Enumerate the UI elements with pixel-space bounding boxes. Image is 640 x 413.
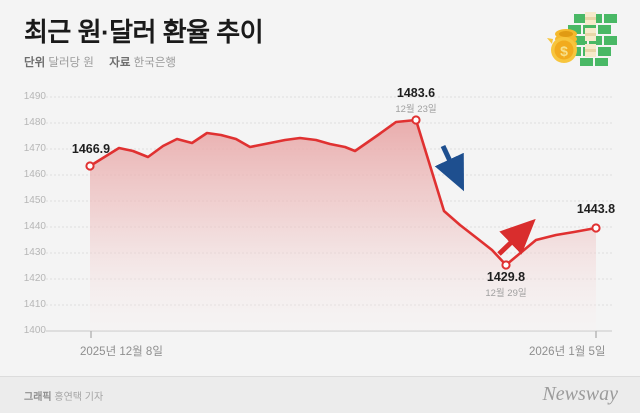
x-label-end: 2026년 1월 5일 [529,346,606,358]
marker-low-point [501,260,511,270]
marker-start-point [85,161,95,171]
label-peak-value: 1483.6 [396,86,436,100]
credit-key-label: 그래픽 [24,392,52,403]
y-tick-1490: 1490 [23,91,46,102]
y-tick-1400: 1400 [23,325,46,336]
source-value-label: 한국은행 [133,57,176,69]
label-end-value: 1443.8 [576,202,616,216]
exchange-rate-line-chart [46,96,612,338]
page-title: 최근 원·달러 환율 추이 [24,17,264,47]
unit-key-label: 단위 [24,57,46,69]
y-tick-1480: 1480 [23,117,46,128]
label-start-value: 1466.9 [71,142,111,156]
newsway-logo: Newsway [542,383,618,405]
x-label-start: 2025년 12월 8일 [80,346,163,358]
label-low-value: 1429.8 [486,270,526,284]
footer: 그래픽 홍연택 기자 Newsway [0,376,640,413]
chart-area: 1490 1480 1470 1460 1450 1440 1430 1420 … [0,80,640,370]
data-line [88,118,598,267]
y-tick-1420: 1420 [23,273,46,284]
y-tick-1440: 1440 [23,221,46,232]
graphic-credit: 그래픽 홍연택 기자 [24,388,103,403]
y-tick-1470: 1470 [23,143,46,154]
marker-end-point [591,223,601,233]
svg-text:$: $ [560,43,568,59]
y-tick-1460: 1460 [23,169,46,180]
subtitle: 단위 달러당 원 자료 한국은행 [24,54,176,70]
label-low-date: 12월 29일 [485,288,527,299]
decline-arrow-icon [434,144,465,192]
y-tick-1410: 1410 [23,299,46,310]
y-tick-1430: 1430 [23,247,46,258]
header: 최근 원·달러 환율 추이 단위 달러당 원 자료 한국은행 [0,0,640,80]
marker-peak-point [411,115,421,125]
credit-value-label: 홍연택 기자 [54,392,104,403]
y-tick-1450: 1450 [23,195,46,206]
unit-value-label: 달러당 원 [48,57,94,69]
label-peak-date: 12월 23일 [395,104,437,115]
money-stack-icon: $ [547,12,617,66]
rebound-arrow-icon [497,218,536,256]
source-key-label: 자료 [109,57,131,69]
area-fill [90,120,596,331]
